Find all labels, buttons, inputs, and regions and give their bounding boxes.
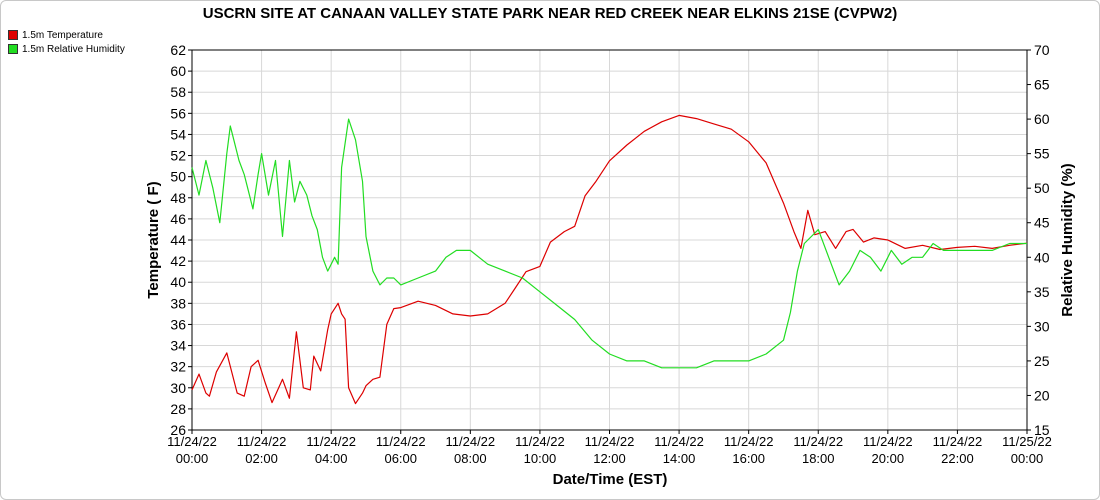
x-tick-label-time: 10:00	[524, 451, 557, 466]
x-tick-label-date: 11/24/22	[446, 434, 496, 449]
legend-swatch-temperature	[8, 30, 18, 40]
y-right-tick-label: 30	[1034, 318, 1050, 334]
y-left-tick-label: 54	[170, 126, 186, 142]
y-right-tick-label: 70	[1034, 42, 1050, 58]
y-right-tick-label: 25	[1034, 353, 1050, 369]
x-tick-label-date: 11/24/22	[585, 434, 635, 449]
y-left-axis-label: Temperature ( F)	[145, 181, 162, 298]
y-left-tick-label: 30	[170, 380, 186, 396]
x-tick-label-date: 11/24/22	[654, 434, 704, 449]
y-right-tick-label: 65	[1034, 77, 1050, 93]
y-right-tick-label: 50	[1034, 180, 1050, 196]
y-left-tick-label: 48	[170, 190, 186, 206]
y-left-tick-label: 26	[170, 422, 186, 438]
x-tick-label-date: 11/24/22	[724, 434, 774, 449]
humidity-series-line	[191, 118, 1027, 369]
x-tick-label-date: 11/24/22	[376, 434, 426, 449]
y-right-tick-label: 15	[1034, 422, 1050, 438]
y-right-tick-label: 35	[1034, 284, 1050, 300]
x-tick-label-date: 11/24/22	[167, 434, 217, 449]
legend-label-humidity: 1.5m Relative Humidity	[22, 43, 125, 55]
x-tick-label-time: 02:00	[245, 451, 278, 466]
x-tick-label-time: 04:00	[315, 451, 348, 466]
x-tick-label-date: 11/24/22	[306, 434, 356, 449]
y-left-tick-label: 40	[170, 274, 186, 290]
y-left-tick-label: 36	[170, 316, 186, 332]
y-right-tick-label: 60	[1034, 111, 1050, 127]
y-right-axis-label: Relative Humidity (%)	[1059, 163, 1076, 316]
legend-item-humidity: 1.5m Relative Humidity	[8, 42, 125, 56]
x-tick-label-time: 14:00	[663, 451, 696, 466]
x-tick-label-date: 11/24/22	[237, 434, 287, 449]
x-tick-label-date: 11/24/22	[515, 434, 565, 449]
y-left-tick-label: 50	[170, 169, 186, 185]
x-axis-label: Date/Time (EST)	[553, 471, 668, 488]
y-left-tick-label: 34	[170, 338, 186, 354]
x-tick-label-time: 20:00	[872, 451, 905, 466]
legend: 1.5m Temperature 1.5m Relative Humidity	[8, 28, 125, 56]
y-left-tick-label: 52	[170, 148, 186, 164]
y-right-tick-label: 45	[1034, 215, 1050, 231]
y-left-tick-label: 28	[170, 401, 186, 417]
x-tick-label-time: 06:00	[384, 451, 417, 466]
x-tick-label-time: 12:00	[593, 451, 626, 466]
temperature-series-line	[191, 114, 1028, 405]
y-left-tick-label: 38	[170, 295, 186, 311]
y-left-tick-label: 42	[170, 253, 186, 269]
plot-border	[191, 49, 1028, 431]
x-tick-label-time: 22:00	[941, 451, 974, 466]
y-left-tick-label: 60	[170, 63, 186, 79]
x-tick-label-date: 11/24/22	[863, 434, 913, 449]
chart-title: USCRN SITE AT CANAAN VALLEY STATE PARK N…	[203, 5, 898, 22]
x-tick-label-time: 00:00	[1011, 451, 1044, 466]
y-left-tick-label: 56	[170, 105, 186, 121]
x-tick-label-time: 18:00	[802, 451, 835, 466]
x-tick-label-date: 11/24/22	[933, 434, 983, 449]
x-tick-label-time: 00:00	[176, 451, 209, 466]
y-right-tick-label: 55	[1034, 146, 1050, 162]
legend-label-temperature: 1.5m Temperature	[22, 29, 103, 41]
x-tick-label-date: 11/24/22	[793, 434, 843, 449]
y-right-tick-label: 20	[1034, 387, 1050, 403]
legend-item-temperature: 1.5m Temperature	[8, 28, 125, 42]
x-tick-label-time: 08:00	[454, 451, 487, 466]
y-right-tick-label: 40	[1034, 249, 1050, 265]
x-tick-label-time: 16:00	[732, 451, 765, 466]
y-left-tick-label: 32	[170, 359, 186, 375]
legend-swatch-humidity	[8, 44, 18, 54]
y-left-tick-label: 44	[170, 232, 186, 248]
x-tick-label-date: 11/25/22	[1002, 434, 1052, 449]
y-left-tick-label: 58	[170, 84, 186, 100]
y-left-tick-label: 62	[170, 42, 186, 58]
y-left-tick-label: 46	[170, 211, 186, 227]
